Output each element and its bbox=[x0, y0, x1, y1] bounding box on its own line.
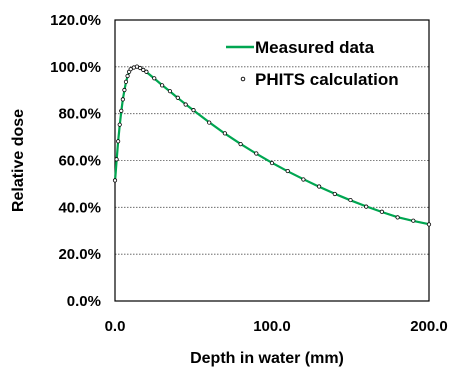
phits-data-point bbox=[395, 215, 400, 220]
y-tick-label: 120.0% bbox=[50, 12, 101, 29]
phits-data-point bbox=[116, 139, 121, 144]
x-axis-title: Depth in water (mm) bbox=[190, 350, 344, 367]
y-tick-labels: 0.0% 20.0% 40.0% 60.0% 80.0% 100.0% 120.0% bbox=[50, 12, 101, 310]
y-tick-label: 80.0% bbox=[58, 106, 101, 123]
phits-data-point bbox=[114, 157, 119, 162]
phits-data-point bbox=[285, 168, 290, 174]
y-tick-label: 0.0% bbox=[67, 293, 101, 310]
phits-data-point bbox=[379, 209, 384, 214]
phits-data-point bbox=[183, 102, 188, 107]
phits-data-point bbox=[152, 76, 157, 81]
phits-data-point bbox=[254, 151, 259, 156]
phits-data-point bbox=[122, 87, 127, 93]
series-phits-calculation bbox=[112, 64, 432, 227]
phits-data-point bbox=[301, 177, 306, 182]
phits-data-point bbox=[167, 89, 173, 94]
phits-data-point bbox=[138, 65, 143, 71]
phits-data-point bbox=[332, 191, 337, 197]
phits-data-point bbox=[269, 160, 275, 166]
phits-data-point bbox=[144, 69, 149, 74]
phits-data-point bbox=[128, 67, 133, 72]
y-tick-label: 60.0% bbox=[58, 153, 101, 170]
phits-data-point bbox=[120, 97, 125, 102]
phits-data-point bbox=[123, 79, 129, 84]
y-tick-label: 40.0% bbox=[58, 199, 101, 216]
phits-data-point bbox=[426, 222, 432, 227]
series-measured-data bbox=[113, 65, 430, 226]
phits-data-point bbox=[141, 67, 146, 72]
phits-data-point bbox=[316, 184, 322, 189]
x-tick-label: 100.0 bbox=[253, 318, 291, 335]
phits-data-point bbox=[119, 108, 124, 113]
legend-label-phits-calculation: PHITS calculation bbox=[255, 70, 399, 89]
phits-data-point bbox=[207, 120, 212, 125]
phits-data-point bbox=[112, 178, 118, 183]
phits-data-point bbox=[160, 83, 165, 88]
x-tick-labels: 0.0 100.0 200.0 bbox=[105, 318, 448, 335]
y-axis-title: Relative dose bbox=[10, 109, 27, 212]
legend: Measured data PHITS calculation bbox=[226, 38, 399, 89]
phits-data-point bbox=[222, 131, 227, 136]
phits-data-point bbox=[364, 204, 369, 209]
x-tick-label: 200.0 bbox=[410, 318, 448, 335]
legend-label-measured-data: Measured data bbox=[255, 38, 375, 57]
phits-data-point bbox=[191, 108, 196, 113]
legend-phits-marker-swatch bbox=[240, 76, 246, 82]
phits-data-point bbox=[348, 197, 353, 203]
phits-data-point bbox=[238, 142, 243, 147]
phits-data-point bbox=[125, 73, 130, 79]
y-gridlines bbox=[115, 66, 429, 255]
x-tick-label: 0.0 bbox=[105, 318, 126, 335]
phits-data-point bbox=[411, 218, 416, 223]
y-tick-label: 20.0% bbox=[58, 246, 101, 263]
measured-data-line bbox=[113, 65, 430, 226]
y-tick-label: 100.0% bbox=[50, 59, 101, 76]
phits-data-point bbox=[117, 122, 122, 127]
phits-data-point bbox=[175, 95, 180, 100]
